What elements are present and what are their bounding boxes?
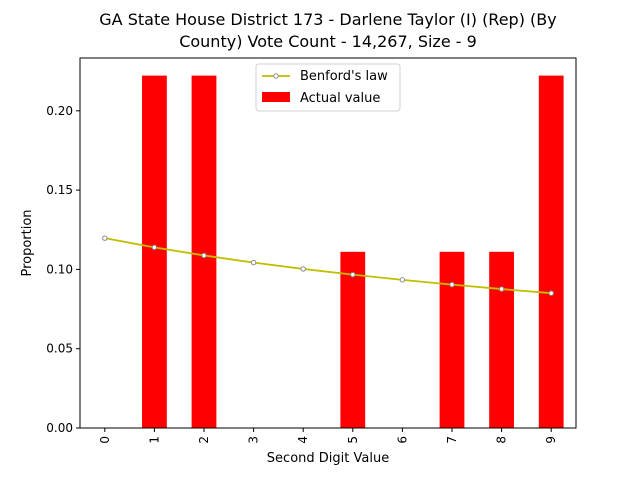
chart-title-line-1: GA State House District 173 - Darlene Ta… [99,10,557,29]
benford-point-1 [151,244,158,251]
benford-point-0 [102,235,108,241]
bar-series-group [142,75,564,428]
x-tick-label: 3 [247,436,261,444]
plot-frame [79,57,577,429]
benford-point-8 [498,286,505,292]
benford-point-7 [449,281,455,288]
y-tick-label: 0.20 [46,104,73,118]
bar-5 [340,251,366,428]
bar-1 [142,75,167,428]
benford-point-6 [399,277,406,283]
legend: Benford's law Actual value [255,63,401,112]
x-axis-label: Second Digit Value [267,451,389,466]
y-tick-label: 0.10 [46,262,73,276]
x-axis-ticks: 0 1 2 3 4 5 6 7 8 9 [98,428,558,444]
y-axis-ticks: 0.00 0.05 0.10 0.15 0.20 [46,104,80,435]
line-series-group [102,235,554,296]
x-tick-label: 4 [296,436,310,444]
x-tick-label: 8 [495,436,509,444]
x-tick-label: 2 [197,436,211,444]
benford-line [104,237,552,295]
y-tick-label: 0.00 [46,421,73,435]
legend-marker-swatch [273,73,279,79]
benford-point-3 [250,259,257,266]
benford-point-9 [548,290,554,296]
bar-7 [439,251,465,428]
x-tick-label: 0 [98,436,112,444]
legend-label-benford: Benford's law [300,69,388,84]
x-tick-label: 5 [346,436,360,444]
benford-point-5 [350,271,356,278]
legend-label-actual: Actual value [300,91,380,106]
x-tick-label: 1 [147,436,161,444]
chart-title-line-2: County) Vote Count - 14,267, Size - 9 [179,32,477,51]
y-tick-label: 0.05 [46,342,73,356]
benford-point-2 [201,252,207,259]
x-tick-label: 6 [395,436,409,444]
legend-box [255,63,401,112]
y-axis-label: Proportion [20,209,35,276]
y-tick-label: 0.15 [46,183,73,197]
bar-2 [191,75,217,428]
benford-point-4 [300,266,306,272]
x-tick-label: 9 [544,436,558,444]
bar-9 [538,75,564,428]
bar-8 [489,251,514,428]
legend-bar-swatch [262,92,290,102]
x-tick-label: 7 [445,436,459,444]
